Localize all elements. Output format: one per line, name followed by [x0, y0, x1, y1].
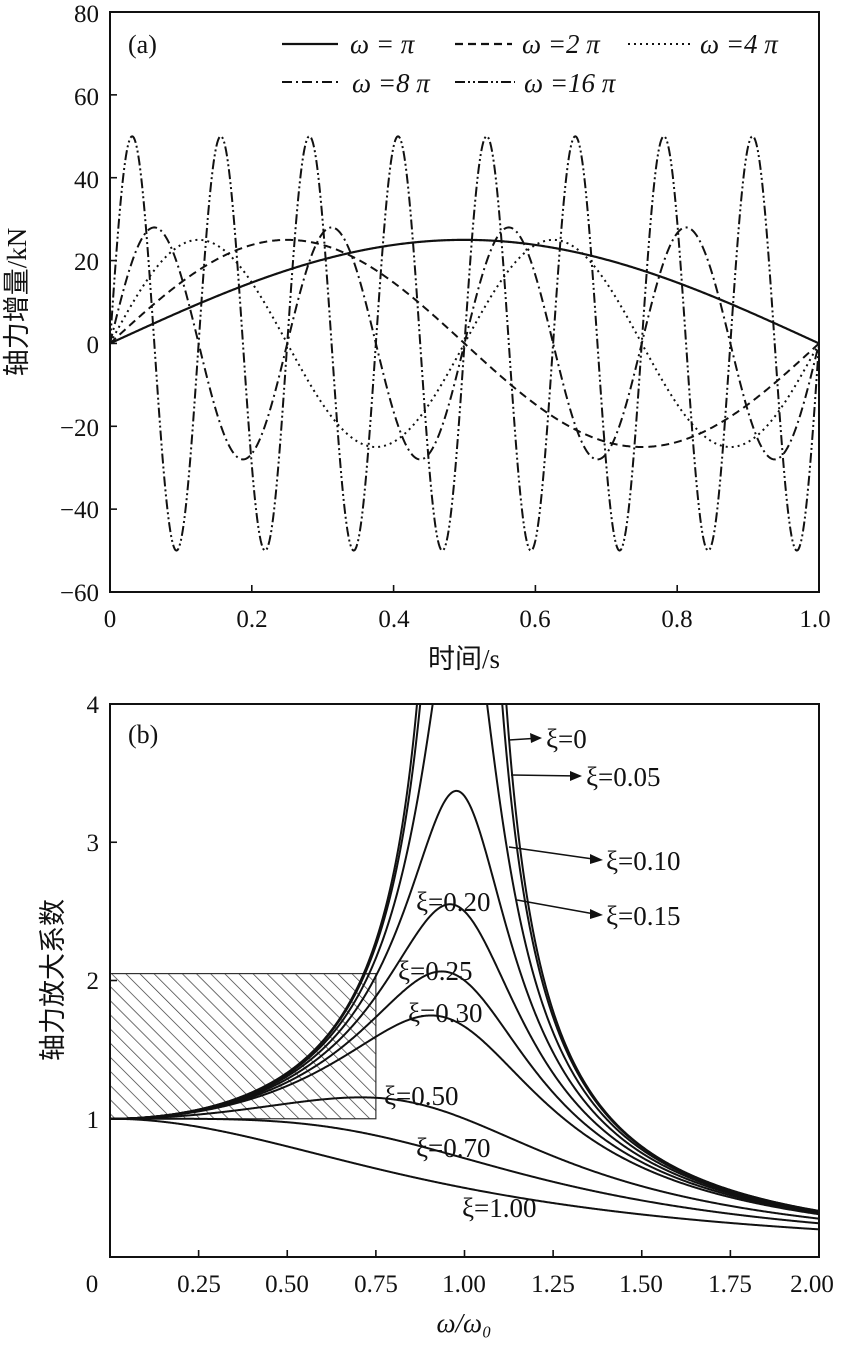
a-ytick-label: −60 [60, 580, 99, 607]
annotation-xi-0.50: ξ=0.50 [384, 1081, 459, 1111]
b-ytick-label: 2 [87, 968, 100, 995]
series-line-xi-1 [110, 1117, 819, 1231]
b-xtick-label: 0.25 [177, 1271, 221, 1298]
series-line-omega-16pi [110, 135, 819, 552]
series-line-xi-0.5 [110, 1096, 819, 1220]
chart-b-y-tick-labels: 4 3 2 1 [87, 692, 100, 1134]
a-ytick-label: 0 [87, 332, 100, 359]
b-xtick-label: 1.00 [442, 1271, 486, 1298]
a-ytick-label: 20 [74, 249, 99, 276]
chart-b-x-tick-labels: 0 0.25 0.50 0.75 1.00 1.25 1.50 1.75 2.0… [86, 1271, 834, 1298]
b-xtick-label: 1.50 [619, 1271, 663, 1298]
annotation-label: ξ=0.10 [606, 846, 681, 876]
chart-a-y-tick-labels: 80 60 40 20 0 −20 −40 −60 [60, 1, 99, 607]
a-ytick-label: 80 [74, 1, 99, 28]
chart-a-panel-label: (a) [128, 30, 157, 59]
annotation-label: ξ=0 [546, 724, 587, 754]
chart-a-y-axis-label: 轴力增量/kN [2, 228, 32, 377]
a-xtick-label: 0 [104, 606, 117, 633]
b-ytick-label: 4 [87, 692, 100, 719]
annotation-xi-1.00: ξ=1.00 [462, 1193, 537, 1223]
legend-label-omega-4pi: ω =4 π [700, 29, 779, 59]
chart-b-y-axis-label: 轴力放大系数 [38, 899, 68, 1061]
annotation-xi-0.70: ξ=0.70 [416, 1133, 491, 1163]
a-ytick-label: 60 [74, 84, 99, 111]
b-ytick-label: 3 [87, 830, 100, 857]
chart-a-ticks [109, 11, 820, 593]
a-xtick-label: 0.4 [378, 606, 410, 633]
annotation-xi-0.10: ξ=0.10 [508, 846, 681, 876]
b-xtick-label: 0.50 [265, 1271, 309, 1298]
chart-b-annotations: ξ=0 ξ=0.05 ξ=0.10 ξ=0.15 ξ=0.20 ξ=0.25 ξ… [384, 724, 681, 1223]
chart-b: 4 3 2 1 0 0.25 0.50 0.75 1.00 1.25 1.50 … [38, 692, 834, 1338]
annotation-label: ξ=0.15 [606, 901, 681, 931]
annotation-xi-0.20: ξ=0.20 [416, 887, 491, 917]
annotation-xi-0.05: ξ=0.05 [510, 762, 661, 792]
series-line-omega-1pi [110, 238, 819, 345]
chart-b-panel-label: (b) [128, 720, 158, 749]
annotation-xi-0: ξ=0 [508, 724, 587, 754]
series-line-xi-0.25 [110, 970, 819, 1215]
annotation-xi-0.15: ξ=0.15 [516, 899, 681, 931]
a-xtick-label: 1.0 [799, 606, 830, 633]
b-xtick-label: 1.75 [708, 1271, 752, 1298]
b-ytick-label: 1 [87, 1107, 100, 1134]
b-xtick-label: 1.25 [531, 1271, 575, 1298]
b-xtick-label: 0.75 [354, 1271, 398, 1298]
chart-a-x-tick-labels: 0 0.2 0.4 0.6 0.8 1.0 [104, 606, 831, 633]
series-line-xi-0.3 [110, 1014, 819, 1216]
a-ytick-label: 40 [74, 167, 99, 194]
series-line-xi-0.7 [110, 1117, 819, 1225]
chart-a: 80 60 40 20 0 −20 −40 −60 0 0.2 0.4 0.6 … [2, 1, 831, 674]
chart-a-frame [109, 11, 820, 593]
a-xtick-label: 0.6 [519, 606, 550, 633]
legend-label-omega-8pi: ω =8 π [352, 68, 431, 98]
a-xtick-label: 0.2 [236, 606, 267, 633]
legend-label-omega-pi: ω = π [350, 29, 416, 59]
annotation-xi-0.30: ξ=0.30 [408, 998, 483, 1028]
annotation-label: ξ=0.05 [586, 762, 661, 792]
chart-a-legend: ω = π ω =2 π ω =4 π ω =8 π ω =16 π [282, 29, 779, 98]
a-ytick-label: −40 [60, 497, 99, 524]
b-xtick-label: 2.00 [790, 1271, 834, 1298]
chart-b-x-axis-label: ω/ω₀ [436, 1308, 491, 1338]
a-xtick-label: 0.8 [661, 606, 692, 633]
a-ytick-label: −20 [60, 415, 99, 442]
chart-b-curves [110, 704, 819, 1231]
legend-label-omega-16pi: ω =16 π [524, 68, 617, 98]
chart-b-ticks [110, 841, 732, 1257]
b-xtick-label: 0 [86, 1271, 99, 1298]
annotation-xi-0.25: ξ=0.25 [398, 956, 473, 986]
legend-label-omega-2pi: ω =2 π [522, 29, 601, 59]
chart-a-curves [110, 135, 819, 552]
chart-a-x-axis-label: 时间/s [428, 644, 500, 674]
